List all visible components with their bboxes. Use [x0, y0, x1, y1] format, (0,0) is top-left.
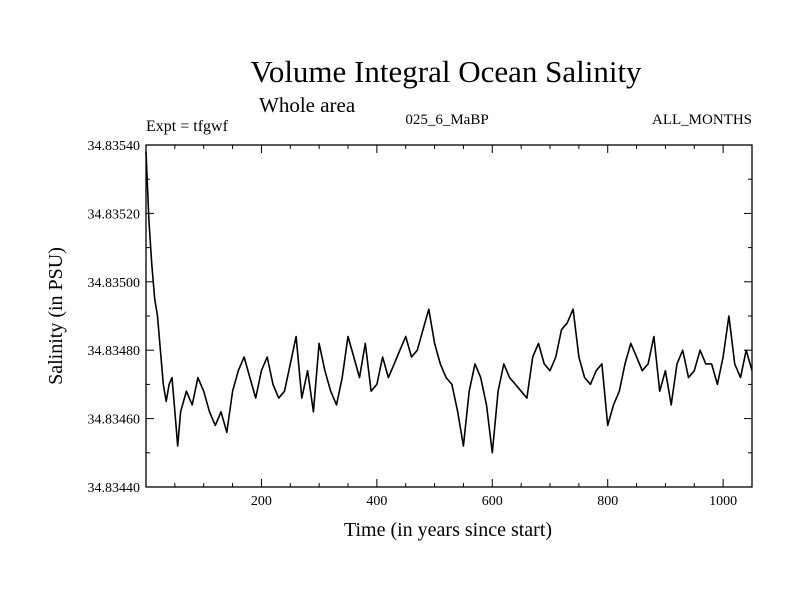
x-axis-label: Time (in years since start): [344, 519, 552, 541]
plot-area: 200 400 600 800 1000 34.83440 34.83460 34.83480…: [88, 139, 753, 509]
y-tick-label: 34.83480: [88, 344, 141, 359]
salinity-series-line: [145, 151, 753, 454]
y-tick-label: 34.83440: [88, 481, 141, 496]
y-tick-label: 34.83520: [88, 207, 141, 222]
period-label: ALL_MONTHS: [652, 112, 752, 128]
x-tick-label: 600: [482, 494, 503, 509]
plot-frame: [145, 144, 753, 488]
x-tick-label: 400: [366, 494, 387, 509]
experiment-label: Expt = tfgwf: [146, 118, 229, 135]
x-tick-label: 200: [251, 494, 272, 509]
x-tick-label: 800: [597, 494, 618, 509]
x-tick-label: 1000: [709, 494, 737, 509]
y-tick-label: 34.83500: [88, 276, 141, 291]
run-label: 025_6_MaBP: [405, 112, 488, 128]
y-axis-label: Salinity (in PSU): [45, 247, 67, 385]
chart-subtitle: Whole area: [259, 93, 356, 117]
chart-title: Volume Integral Ocean Salinity: [250, 54, 642, 89]
y-tick-label: 34.83460: [88, 413, 141, 428]
y-tick-label: 34.83540: [88, 139, 141, 154]
